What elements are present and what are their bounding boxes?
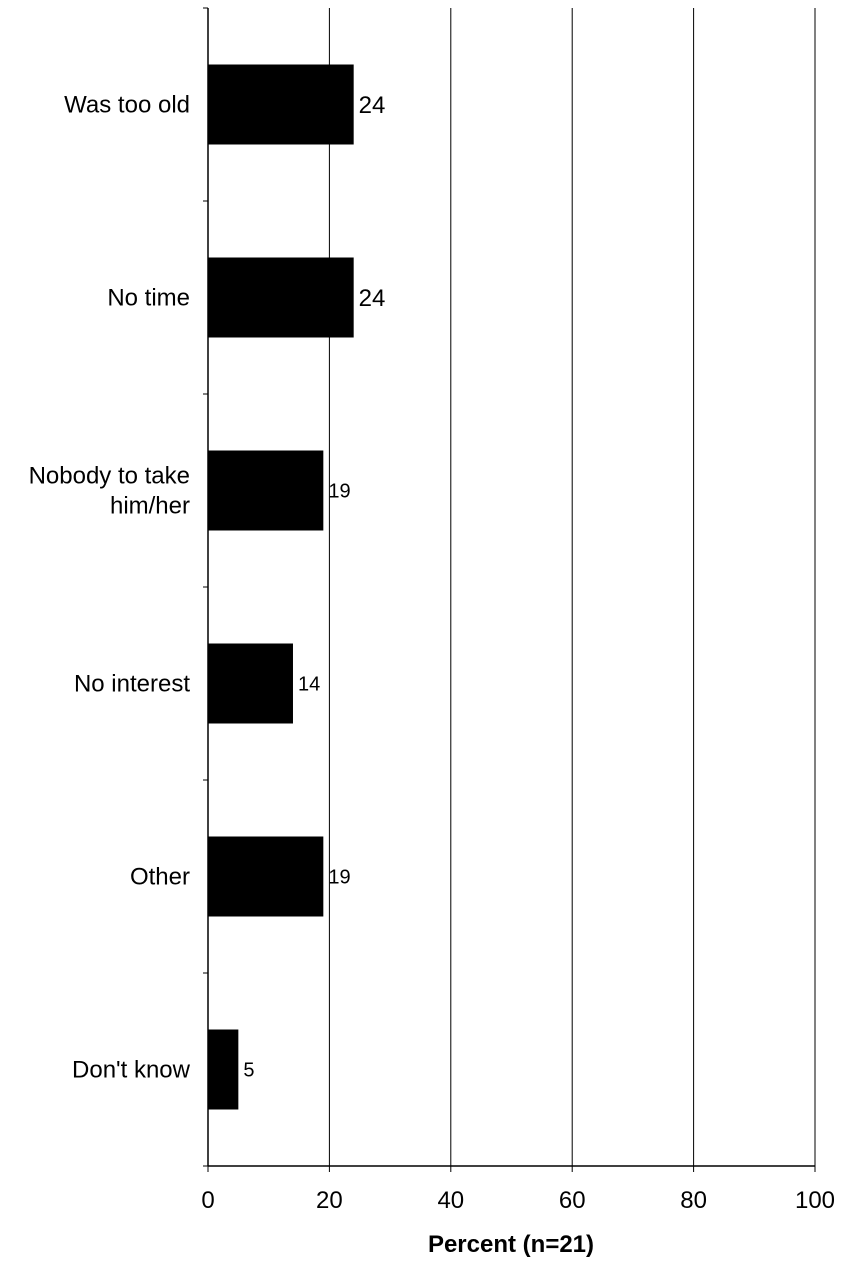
- bar: [208, 65, 354, 145]
- data-label: 5: [243, 1060, 254, 1082]
- data-label: 19: [328, 481, 350, 503]
- category-label: No interest: [74, 671, 190, 698]
- bar: [208, 1030, 238, 1110]
- data-labels: 24 24 19 14 19 5: [243, 92, 385, 1082]
- axes: [203, 8, 815, 1172]
- x-tick-label: 60: [559, 1187, 586, 1214]
- bar: [208, 837, 323, 917]
- x-tick-label: 40: [437, 1187, 464, 1214]
- x-tick-label: 80: [680, 1187, 707, 1214]
- x-tick-labels: 0 20 40 60 80 100: [201, 1187, 835, 1214]
- data-label: 24: [359, 285, 386, 312]
- x-tick-label: 100: [795, 1187, 835, 1214]
- bar: [208, 451, 323, 531]
- x-tick-label: 20: [316, 1187, 343, 1214]
- category-label: Was too old: [64, 92, 190, 119]
- bar: [208, 258, 354, 338]
- category-label: Nobody to take him/her: [29, 463, 190, 520]
- category-label: No time: [107, 285, 190, 312]
- x-tick-label: 0: [201, 1187, 214, 1214]
- data-label: 24: [359, 92, 386, 119]
- category-label: Don't know: [72, 1057, 191, 1084]
- bars: [208, 65, 354, 1110]
- category-labels: Was too old No time Nobody to take him/her N…: [29, 92, 191, 1084]
- data-label: 14: [298, 674, 320, 696]
- gridlines: [329, 8, 815, 1166]
- data-label: 19: [328, 867, 350, 889]
- x-axis-title: Percent (n=21): [428, 1231, 594, 1258]
- bar: [208, 644, 293, 724]
- category-label: Other: [130, 864, 190, 891]
